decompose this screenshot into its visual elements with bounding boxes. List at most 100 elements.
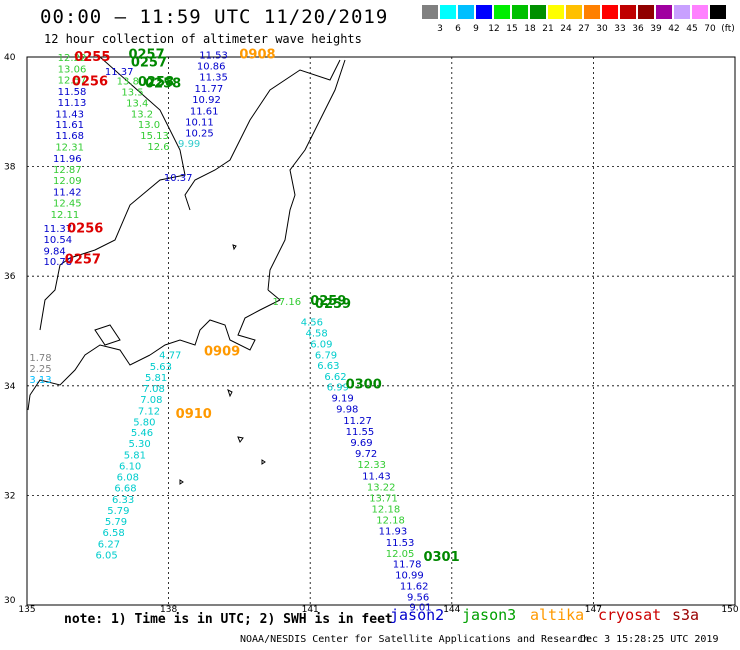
pass-time-label: 0300 — [346, 378, 382, 393]
colorbar-swatch — [674, 5, 690, 19]
wave-height-value: 4.56 — [301, 318, 323, 329]
colorbar-swatch — [602, 5, 618, 19]
colorbar-label: 70 — [704, 24, 716, 34]
wave-height-value: 12.22 — [58, 53, 87, 64]
wave-height-value: 6.05 — [95, 550, 117, 561]
colorbar-label: 6 — [455, 24, 461, 34]
wave-height-value: 11.58 — [58, 87, 87, 98]
wave-height-value: 11.96 — [53, 154, 82, 165]
wave-height-value: 11.27 — [343, 416, 372, 427]
wave-height-value: 5.81 — [124, 451, 146, 462]
wave-height-value: 7.08 — [140, 395, 162, 406]
wave-height-value: 6.68 — [114, 484, 136, 495]
legend-entry-jason3: jason3 — [462, 606, 517, 624]
wave-height-value: 12.09 — [53, 176, 82, 187]
latitude-labels: 40 38 36 34 32 30 — [4, 53, 16, 606]
colorbar-swatch — [692, 5, 708, 19]
wave-height-value: 5.46 — [131, 428, 153, 439]
wave-height-value: 13.5 — [121, 87, 143, 98]
map-title: 00:00 – 11:59 UTC 11/20/2019 — [40, 6, 389, 28]
wave-height-value: 6.09 — [310, 339, 332, 350]
latitude-label: 34 — [4, 382, 16, 392]
longitude-label: 150 — [721, 605, 738, 615]
wave-height-value: 12.87 — [53, 165, 82, 176]
wave-height-value: 5.79 — [107, 506, 129, 517]
wave-height-value: 10.25 — [185, 128, 214, 139]
wave-height-value: 11.43 — [362, 472, 391, 483]
units-note: note: 1) Time is in UTC; 2) SWH is in fe… — [64, 612, 393, 627]
wave-height-value: 4.58 — [305, 328, 327, 339]
colorbar-swatch — [566, 5, 582, 19]
pass-time-label: 0258 — [145, 77, 181, 92]
longitude-label: 135 — [18, 605, 35, 615]
wave-height-value: 12.45 — [53, 199, 82, 210]
colorbar-swatch — [440, 5, 456, 19]
colorbar-label: 45 — [686, 24, 698, 34]
wave-height-value: 13.0 — [138, 120, 160, 131]
colorbar-swatch — [656, 5, 672, 19]
wave-height-value: 1.78 — [29, 353, 51, 364]
wave-height-value: 6.62 — [324, 372, 346, 383]
wave-height-value: 12.05 — [386, 549, 415, 560]
pass-time-label: 0256 — [72, 74, 108, 89]
wave-height-value: 5.79 — [105, 517, 127, 528]
wave-height-value: 12.11 — [51, 210, 80, 221]
wave-height-value: 10.54 — [44, 235, 73, 246]
wave-height-value: 11.37 — [105, 67, 134, 78]
wave-height-value: 9.99 — [178, 139, 200, 150]
wave-height-value: 6.33 — [112, 495, 134, 506]
wave-height-value: 5.63 — [150, 362, 172, 373]
longitude-label: 147 — [585, 605, 602, 615]
colorbar-label: 3 — [437, 24, 443, 34]
colorbar-label: 42 — [668, 24, 680, 34]
colorbar-swatch — [512, 5, 528, 19]
lat-lon-grid — [27, 57, 735, 605]
wave-height-value: 10.99 — [395, 571, 424, 582]
wave-height-value: 9.72 — [355, 449, 377, 460]
wave-height-value: 11.53 — [386, 538, 415, 549]
wave-height-value: 9.56 — [407, 593, 429, 604]
credit-line: NOAA/NESDIS Center for Satellite Applica… — [240, 634, 590, 645]
wave-height-value: 11.61 — [190, 107, 219, 118]
colorbar-swatch — [530, 5, 546, 19]
coastline — [27, 56, 346, 485]
pass-time-label: 0910 — [176, 407, 212, 422]
wave-height-value: 11.53 — [199, 51, 228, 62]
wave-height-value: 10.78 — [44, 257, 73, 268]
colorbar-swatch — [584, 5, 600, 19]
colorbar-swatch — [620, 5, 636, 19]
wave-height-value: 11.78 — [393, 560, 422, 571]
wave-height-value: 10.11 — [185, 118, 214, 129]
wave-height-value: 6.63 — [317, 361, 339, 372]
colorbar-swatch — [494, 5, 510, 19]
colorbar-label: 30 — [596, 24, 608, 34]
pass-time-label: 0301 — [423, 550, 459, 565]
wave-height-value: 13.06 — [58, 64, 87, 75]
wave-height-value: 7.08 — [143, 384, 165, 395]
wave-height-value: 9.69 — [350, 438, 372, 449]
longitude-label: 138 — [160, 605, 177, 615]
longitude-labels: 135 138 141 144 147 150 — [18, 605, 738, 615]
latitude-label: 30 — [4, 596, 16, 606]
latitude-label: 40 — [4, 53, 16, 63]
pass-time-label: 0257 — [128, 48, 164, 63]
wave-height-value: 9.19 — [331, 394, 353, 405]
wave-height-value: 6.58 — [103, 528, 125, 539]
wave-height-value: 11.43 — [55, 109, 84, 120]
pass-time-label: 0257 — [131, 55, 167, 70]
wave-height-value: 11.55 — [346, 427, 375, 438]
pass-time-label: 0255 — [74, 50, 110, 65]
wave-height-value: 9.84 — [44, 246, 66, 257]
wave-height-value: 10.37 — [164, 173, 193, 184]
wave-height-value: 6.99 — [327, 383, 349, 394]
wave-height-value: 12.18 — [372, 504, 401, 515]
wave-height-value: 11.42 — [53, 188, 82, 199]
wave-height-value: 11.77 — [195, 84, 224, 95]
pass-time-label: 0259 — [310, 294, 346, 309]
wave-height-value: 3.13 — [29, 375, 51, 386]
colorbar-swatch — [422, 5, 438, 19]
wave-height-value: 10.86 — [197, 62, 226, 73]
wave-height-value: 11.35 — [199, 73, 228, 84]
colorbar-label: 24 — [560, 24, 572, 34]
wave-height-value: 15.13 — [140, 131, 169, 142]
